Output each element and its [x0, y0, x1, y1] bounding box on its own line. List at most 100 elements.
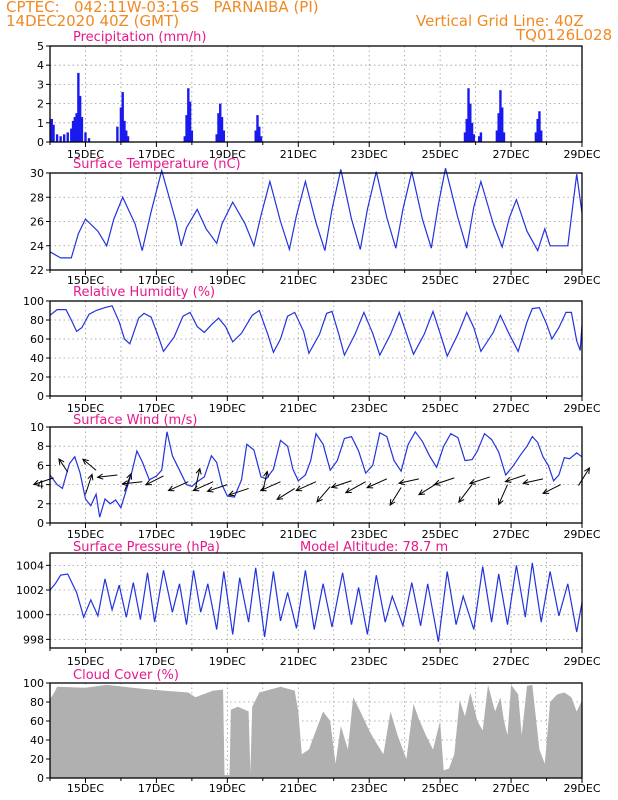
wind-arrowhead — [433, 479, 441, 486]
panel-frame — [49, 426, 583, 524]
precip-bar — [55, 134, 59, 142]
wind-arrow — [276, 488, 295, 500]
wind-arrowhead — [276, 494, 284, 501]
wind-arrow — [469, 476, 490, 484]
header-station: CPTEC: 042:11W-03:16S PARNAIBA (PI) — [6, 0, 319, 16]
precip-bar — [470, 122, 474, 142]
x-tick-label: 25DEC — [422, 274, 459, 287]
wind-arrow — [207, 484, 228, 492]
precip-bar — [183, 136, 186, 142]
wind-arrowhead — [418, 489, 426, 496]
y-tick-label: 60 — [30, 333, 44, 346]
wind-arrowhead — [206, 486, 214, 493]
precip-bar — [71, 120, 75, 142]
precip-bar — [50, 118, 53, 142]
y-tick-label: 40 — [30, 734, 44, 747]
x-tick-label: 19DEC — [209, 274, 246, 287]
wind-arrowhead — [344, 487, 352, 494]
y-tick-label: 100 — [23, 295, 44, 308]
x-tick-label: 25DEC — [422, 655, 459, 668]
precip-bar — [80, 117, 84, 142]
precip-bar — [125, 130, 128, 142]
wind-arrow — [228, 487, 249, 496]
wind-arrow — [389, 487, 402, 506]
panel-title: Relative Humidity (%) — [73, 285, 215, 300]
precip-bar — [502, 132, 506, 142]
precip-bar — [469, 103, 472, 142]
wind-arrowhead — [295, 485, 303, 492]
wind-arrow — [542, 484, 561, 494]
header-datetime: 14DEC2020 40Z (GMT) — [6, 12, 180, 30]
x-tick-label: 23DEC — [351, 148, 388, 161]
panel-frame — [49, 45, 583, 143]
x-tick-label: 29DEC — [563, 148, 600, 161]
wind-arrow — [124, 473, 132, 492]
y-tick-label: 1000 — [16, 609, 44, 622]
precip-bar — [477, 136, 481, 142]
precip-bar — [467, 88, 470, 142]
wind-arrow — [331, 480, 352, 488]
precip-bar — [219, 103, 222, 142]
precip-bar — [256, 115, 259, 142]
x-tick-label: 19DEC — [209, 402, 246, 415]
panel-frame — [49, 552, 583, 649]
wind-arrow — [193, 481, 214, 491]
x-tick-label: 25DEC — [422, 148, 459, 161]
precip-bar — [463, 132, 467, 142]
x-tick-label: 27DEC — [493, 148, 530, 161]
precip-bar — [87, 138, 91, 142]
wind-arrow — [434, 477, 455, 485]
x-tick-label: 17DEC — [138, 528, 175, 541]
wind-arrow — [295, 481, 317, 491]
x-tick-label: 27DEC — [493, 655, 530, 668]
x-tick-label: 23DEC — [351, 782, 388, 795]
wind-arrowhead — [458, 496, 465, 504]
precip-bar — [540, 130, 543, 142]
wind-arrowhead — [82, 458, 89, 465]
wind-arrow — [262, 471, 268, 492]
wind-arrowhead — [87, 473, 94, 481]
precip-bar — [75, 113, 78, 142]
wind-arrowhead — [366, 482, 374, 489]
y-tick-label: 0 — [37, 390, 44, 403]
x-tick-label: 15DEC — [67, 528, 104, 541]
y-tick-label: 1004 — [16, 559, 44, 572]
wind-arrowhead — [542, 488, 550, 494]
wind-arrowhead — [316, 495, 323, 503]
wind-arrow — [194, 468, 201, 489]
precip-bar — [188, 101, 192, 142]
y-tick-label: 60 — [30, 715, 44, 728]
x-tick-label: 15DEC — [67, 402, 104, 415]
precip-bar — [534, 132, 538, 142]
wind-arrowhead — [468, 478, 477, 485]
wind-arrow — [97, 474, 118, 478]
panel-title: Surface Pressure (hPa) — [73, 540, 220, 555]
wind-arrow — [578, 467, 590, 486]
wind-arrow — [418, 483, 437, 496]
precip-bar — [538, 111, 541, 142]
x-tick-label: 15DEC — [67, 655, 104, 668]
y-tick-label: 40 — [30, 352, 44, 365]
y-tick-label: 4 — [37, 479, 44, 492]
x-tick-label: 19DEC — [209, 782, 246, 795]
panel-title: Surface Temperature (nC) — [73, 157, 241, 172]
wind-arrowhead — [330, 482, 338, 489]
y-tick-label: 1 — [37, 117, 44, 130]
wind-arrowhead — [397, 479, 406, 486]
precip-bar — [497, 113, 500, 142]
series-line — [49, 562, 583, 642]
x-tick-label: 15DEC — [67, 148, 104, 161]
x-tick-label: 25DEC — [422, 402, 459, 415]
wind-arrowhead — [167, 485, 175, 492]
y-tick-label: 6 — [37, 459, 44, 472]
precip-bar — [116, 126, 119, 142]
precip-bar — [126, 136, 130, 142]
precip-bar — [66, 132, 69, 142]
y-tick-label: 22 — [30, 264, 44, 277]
precip-bar — [499, 90, 502, 142]
precip-bar — [495, 130, 499, 142]
wind-arrowhead — [584, 466, 591, 474]
series-line — [49, 305, 583, 358]
x-tick-label: 27DEC — [493, 402, 530, 415]
x-tick-label: 21DEC — [280, 528, 317, 541]
